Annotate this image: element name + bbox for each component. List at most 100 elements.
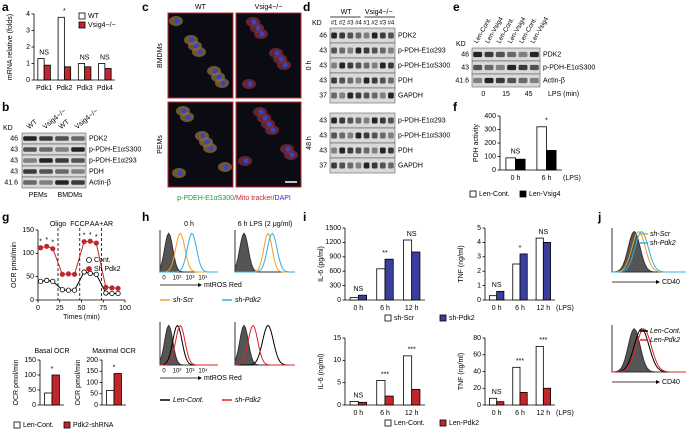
panel-letter: j xyxy=(597,210,601,224)
bar xyxy=(512,263,521,301)
y-tick-label: 50 xyxy=(26,274,34,281)
nucleus xyxy=(212,68,218,74)
y-tick-label: 0 xyxy=(477,402,481,409)
point xyxy=(71,287,78,293)
x-tick-label: 12 h xyxy=(537,305,551,312)
blot-band xyxy=(39,158,53,163)
point xyxy=(81,269,87,275)
nucleus xyxy=(197,49,203,55)
blot-band xyxy=(55,169,69,174)
band-label: PDH xyxy=(398,147,413,154)
blot-band xyxy=(495,77,505,84)
band-label: PDH xyxy=(398,77,413,84)
blot-band xyxy=(484,64,494,71)
blot-band xyxy=(371,47,378,54)
significance: * xyxy=(83,233,86,240)
y-tick-label: 1200 xyxy=(325,239,341,246)
bar xyxy=(496,290,505,301)
arrow-head xyxy=(656,280,660,284)
blot-band xyxy=(71,147,85,152)
blot-band xyxy=(363,62,370,69)
significance: * xyxy=(113,364,116,371)
y-tick-label: 0 xyxy=(337,297,341,304)
y-tick-label: 40 xyxy=(473,368,481,375)
blot-band xyxy=(363,132,370,139)
x-axis-label: Times (min) xyxy=(63,314,100,321)
blot-band xyxy=(39,169,53,174)
x-tick-label: 50 xyxy=(78,305,86,312)
point xyxy=(38,245,44,251)
x-tick-label: 10⁴ xyxy=(198,275,208,282)
histogram-curve xyxy=(234,324,295,366)
blot-band xyxy=(23,158,37,163)
x-axis-label: CD40 xyxy=(662,379,680,386)
significance: NS xyxy=(100,54,110,61)
blot-band xyxy=(388,92,394,99)
y-tick-label: 150 xyxy=(22,227,34,234)
row-label: BMDMs xyxy=(157,43,164,68)
x-tick-label: 6 h xyxy=(515,305,525,312)
point xyxy=(81,239,87,245)
group-label: Vsig4−/− xyxy=(365,9,393,16)
caption-part: /DAPI xyxy=(273,195,291,202)
significance: *** xyxy=(408,347,416,354)
lane-label: #3 xyxy=(379,21,386,27)
point xyxy=(115,285,121,291)
blot-band xyxy=(371,92,378,99)
kd-label: 43 xyxy=(10,168,18,175)
blot-band xyxy=(507,77,517,84)
significance: * xyxy=(519,245,522,252)
blot-band xyxy=(23,180,37,185)
x-tick-label: Pdk3 xyxy=(77,85,93,92)
time-axis-label: LPS (min) xyxy=(548,91,579,98)
bar xyxy=(535,237,544,301)
significance: NS xyxy=(492,389,502,396)
y-tick-label: 15 xyxy=(333,335,341,342)
point xyxy=(103,284,109,290)
point xyxy=(103,290,109,296)
chart-title: Basal OCR xyxy=(34,348,69,355)
blot-band xyxy=(363,162,370,169)
blot-band xyxy=(339,117,346,124)
significance: NS xyxy=(492,282,502,289)
panel-letter: e xyxy=(453,0,460,14)
histogram-curve xyxy=(611,328,686,373)
legend-swatch xyxy=(519,190,527,198)
blot-band xyxy=(363,117,370,124)
y-tick-label: 3 xyxy=(477,254,481,261)
nucleus xyxy=(200,133,206,139)
legend-label: sh-Pdk2 xyxy=(449,315,475,322)
blot-band xyxy=(23,169,37,174)
legend-marker xyxy=(86,266,92,272)
blot-band xyxy=(371,32,378,39)
nucleus xyxy=(289,152,295,158)
blot-band xyxy=(347,132,354,139)
significance: * xyxy=(63,8,66,15)
bar xyxy=(43,64,51,81)
y-axis-label: TNF (ng/ml) xyxy=(458,245,465,282)
blot-band xyxy=(388,77,394,84)
x-tick-label: Pdk2 xyxy=(56,85,72,92)
significance: NS xyxy=(353,286,363,293)
blot-band xyxy=(347,117,354,124)
blot-band xyxy=(371,147,378,154)
blot-band xyxy=(331,62,337,69)
blot-band xyxy=(355,77,362,84)
kd-label: 46 xyxy=(319,32,327,39)
x-tick-label: 100 xyxy=(119,305,131,312)
point xyxy=(50,246,56,252)
nucleus xyxy=(177,170,183,176)
x-tick-label: 12 h xyxy=(405,410,419,417)
lane-label: #1 xyxy=(331,21,338,27)
bar xyxy=(98,63,106,81)
x-tick-label: 10⁴ xyxy=(198,368,208,375)
band-label: p-PDH-E1α293 xyxy=(398,47,446,54)
blot-band xyxy=(331,132,337,139)
blot-band xyxy=(71,180,85,185)
x-tick-label: 6 h xyxy=(380,410,390,417)
blot-band xyxy=(507,51,517,58)
time-label: 48 h xyxy=(306,136,313,150)
y-tick-label: 200 xyxy=(484,140,496,147)
legend-label: Len-Cont. xyxy=(479,191,510,198)
legend-label: Len-Cont. xyxy=(650,328,681,335)
